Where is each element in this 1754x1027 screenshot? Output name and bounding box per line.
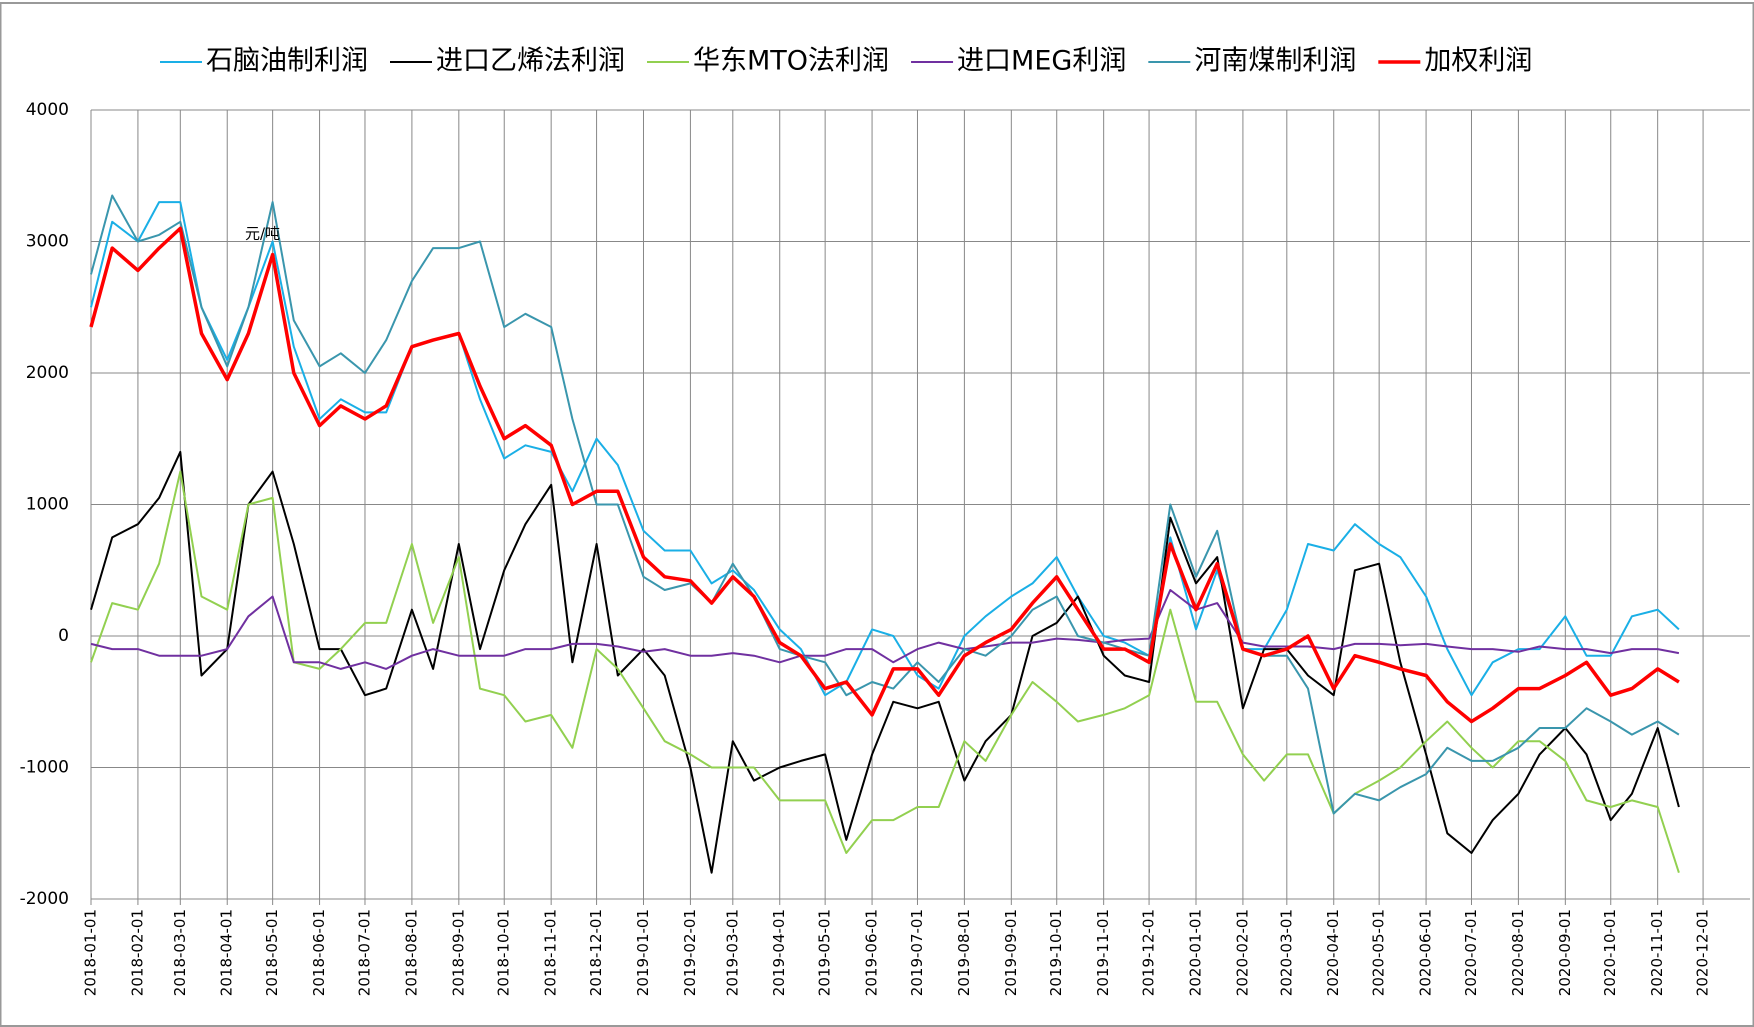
x-tick-label: 2018-11-01 [542, 909, 560, 996]
x-tick-label: 2018-08-01 [402, 909, 420, 996]
legend: 石脑油制利润 进口乙烯法利润 华东MTO法利润 进口MEG利润 河南煤制利润 加权利润 [160, 46, 1532, 77]
x-tick-label: 2018-05-01 [263, 909, 281, 996]
x-tick-label: 2018-07-01 [355, 909, 373, 996]
x-tick-label: 2018-04-01 [218, 909, 236, 996]
y-tick-label: 4000 [26, 100, 69, 120]
x-tick-label: 2019-08-01 [955, 909, 973, 996]
x-tick-label: 2020-12-01 [1694, 909, 1712, 996]
x-tick-label: 2020-05-01 [1370, 909, 1388, 996]
legend-label: 加权利润 [1424, 46, 1532, 77]
x-tick-label: 2018-01-01 [82, 909, 100, 996]
x-tick-label: 2019-10-01 [1047, 909, 1065, 996]
x-tick-label: 2019-07-01 [908, 909, 926, 996]
legend-label: 河南煤制利润 [1194, 46, 1356, 77]
x-tick-label: 2020-09-01 [1556, 909, 1574, 996]
x-tick-label: 2018-10-01 [495, 909, 513, 996]
x-tick-label: 2019-05-01 [816, 909, 834, 996]
series-line [90, 194, 1680, 815]
x-tick-label: 2018-12-01 [587, 909, 605, 996]
x-tick-label: 2020-07-01 [1462, 909, 1480, 996]
legend-label: 石脑油制利润 [206, 46, 368, 77]
series-line [90, 589, 1680, 670]
x-tick-label: 2019-03-01 [723, 909, 741, 996]
x-tick-label: 2019-12-01 [1140, 909, 1158, 996]
x-tick-label: 2020-01-01 [1186, 909, 1204, 996]
x-tick-label: 2019-02-01 [681, 909, 699, 996]
annotation: 元/吨 [245, 225, 280, 243]
series-line [89, 226, 1680, 724]
y-tick-label: 2000 [26, 363, 69, 383]
legend-label: 进口MEG利润 [957, 46, 1126, 77]
y-tick-label: 3000 [26, 232, 69, 252]
y-tick-label: 0 [58, 626, 69, 646]
x-tick-label: 2020-02-01 [1233, 909, 1251, 996]
legend-label: 进口乙烯法利润 [436, 46, 625, 77]
x-tick-label: 2018-09-01 [449, 909, 467, 996]
legend-label: 华东MTO法利润 [693, 46, 889, 77]
series-line [90, 201, 1680, 697]
x-tick-label: 2020-08-01 [1509, 909, 1527, 996]
x-tick-label: 2019-01-01 [634, 909, 652, 996]
x-tick-label: 2020-03-01 [1277, 909, 1295, 996]
x-tick-label: 2018-02-01 [128, 909, 146, 996]
x-tick-label: 2019-06-01 [863, 909, 881, 996]
series-line [90, 450, 1680, 874]
y-tick-label: -2000 [20, 889, 69, 909]
y-tick-label: -1000 [20, 758, 69, 778]
x-tick-label: 2018-03-01 [171, 909, 189, 996]
x-tick-label: 2019-11-01 [1094, 909, 1112, 996]
x-tick-label: 2020-11-01 [1648, 909, 1666, 996]
x-tick-label: 2019-04-01 [770, 909, 788, 996]
x-tick-label: 2020-06-01 [1417, 909, 1435, 996]
x-tick-label: 2019-09-01 [1002, 909, 1020, 996]
x-tick-label: 2018-06-01 [310, 909, 328, 996]
y-tick-label: 1000 [26, 495, 69, 515]
x-tick-label: 2020-04-01 [1324, 909, 1342, 996]
x-tick-label: 2020-10-01 [1601, 909, 1619, 996]
series-line [90, 470, 1680, 874]
